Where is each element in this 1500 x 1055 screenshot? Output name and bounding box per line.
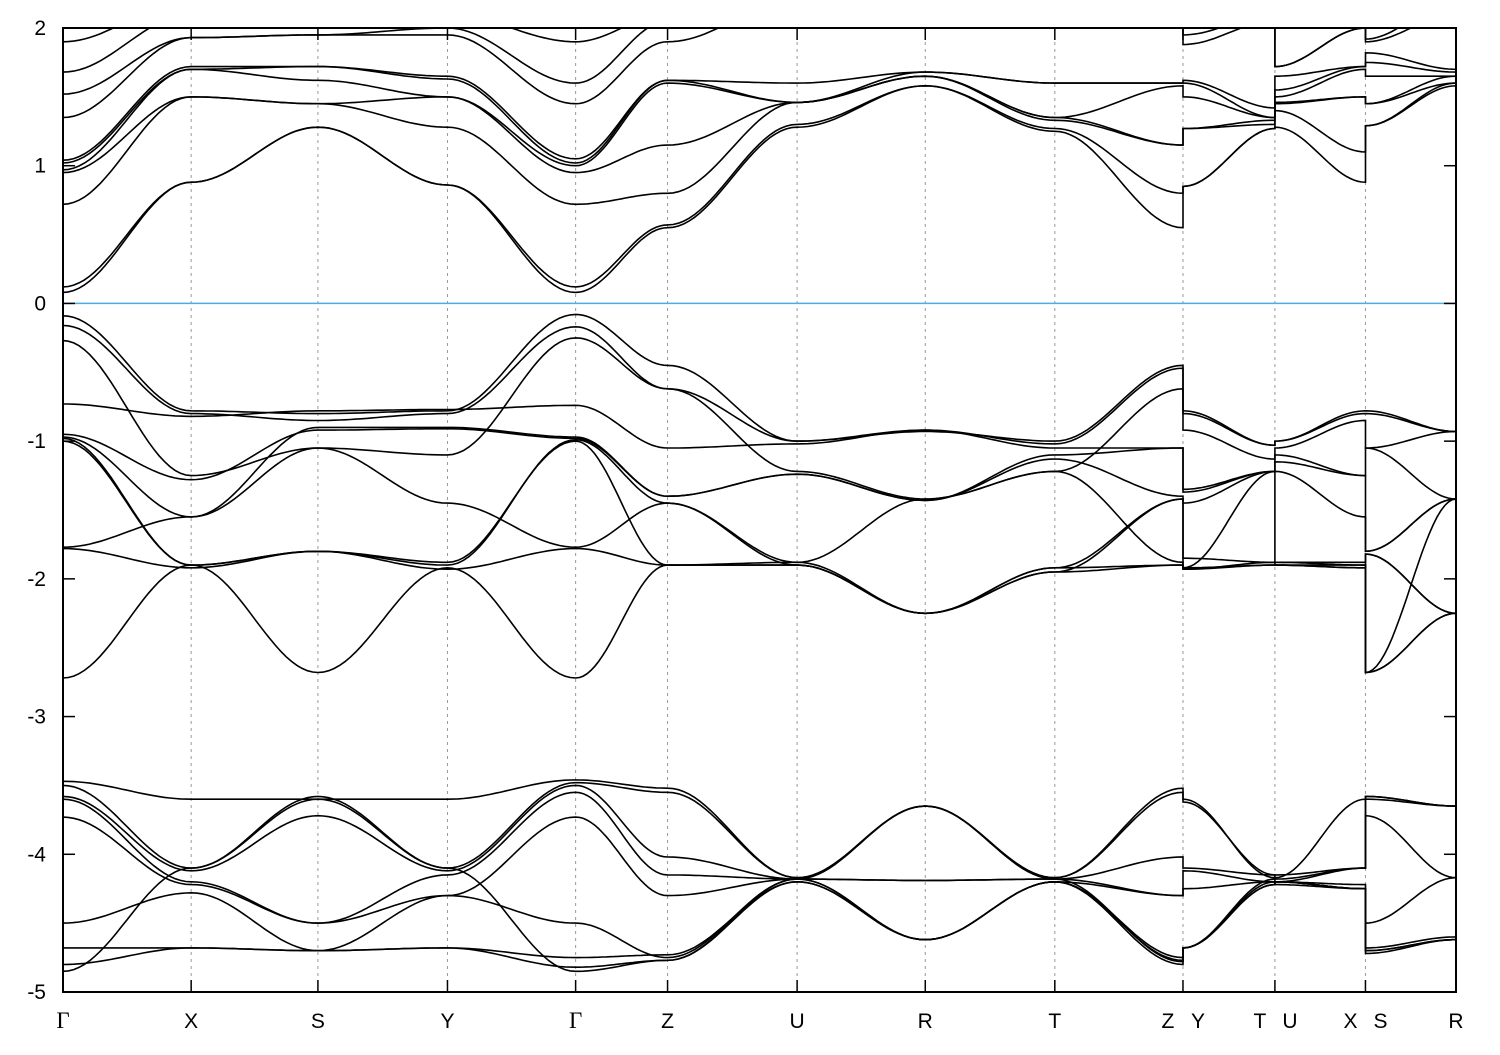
y-tick-label: -3 — [27, 706, 46, 729]
y-tick-labels: 2 1 0 -1 -2 -3 -4 -5 — [27, 17, 46, 1004]
band-line-26 — [63, 816, 1456, 949]
band-line-8 — [63, 28, 1400, 95]
band-line-17 — [63, 437, 1456, 615]
band-line-22 — [63, 779, 1456, 879]
y-tick-label: 1 — [34, 155, 46, 178]
x-tick-label: Y — [440, 1010, 454, 1033]
x-tick-label: Z — [1162, 1010, 1175, 1033]
y-tick-label: -4 — [27, 843, 46, 866]
x-tick-label: Z — [661, 1010, 674, 1033]
band-line-21 — [63, 498, 1456, 679]
x-tick-label: Γ — [569, 1008, 582, 1033]
band-line-23 — [63, 781, 1456, 879]
band-line-0 — [63, 84, 1456, 294]
x-tick-label: R — [918, 1010, 933, 1033]
band-line-15 — [63, 427, 1456, 553]
band-line-7 — [63, 28, 1413, 119]
kpoint-gridlines — [190, 28, 1366, 992]
y-tick-label: 0 — [34, 292, 46, 315]
band-line-11 — [63, 313, 1456, 447]
band-line-20 — [63, 547, 1456, 615]
band-line-1 — [63, 82, 1456, 288]
band-line-30 — [63, 795, 1456, 973]
y-tick-label: -1 — [27, 430, 46, 453]
band-line-29 — [63, 880, 1456, 968]
band-line-19 — [63, 447, 1456, 674]
x-tick-label: U — [1282, 1010, 1297, 1033]
band-line-27 — [63, 878, 1456, 959]
y-tick-label: -5 — [27, 981, 46, 1004]
band-line-3 — [63, 75, 1456, 174]
band-line-12 — [63, 324, 1456, 447]
band-line-6 — [63, 51, 1456, 161]
x-tick-label: X — [1343, 1010, 1357, 1033]
x-tick-label: S — [1373, 1010, 1387, 1033]
axis-ticks — [62, 27, 1457, 993]
x-tick-label: Y — [1191, 1010, 1205, 1033]
x-tick-label: X — [184, 1010, 198, 1033]
bands — [63, 28, 1456, 973]
band-line-16 — [63, 426, 1456, 553]
x-tick-label: Γ — [56, 1008, 69, 1033]
x-tick-label: S — [311, 1010, 325, 1033]
x-tick-label: T — [1048, 1010, 1061, 1033]
plot-frame — [62, 27, 1457, 993]
x-tick-label: T — [1253, 1010, 1266, 1033]
x-tick-label: U — [790, 1010, 805, 1033]
y-tick-label: 2 — [34, 17, 46, 40]
band-line-14 — [63, 403, 1456, 491]
x-tick-label: R — [1448, 1010, 1463, 1033]
y-tick-label: -2 — [27, 568, 46, 591]
band-line-25 — [63, 791, 1456, 924]
